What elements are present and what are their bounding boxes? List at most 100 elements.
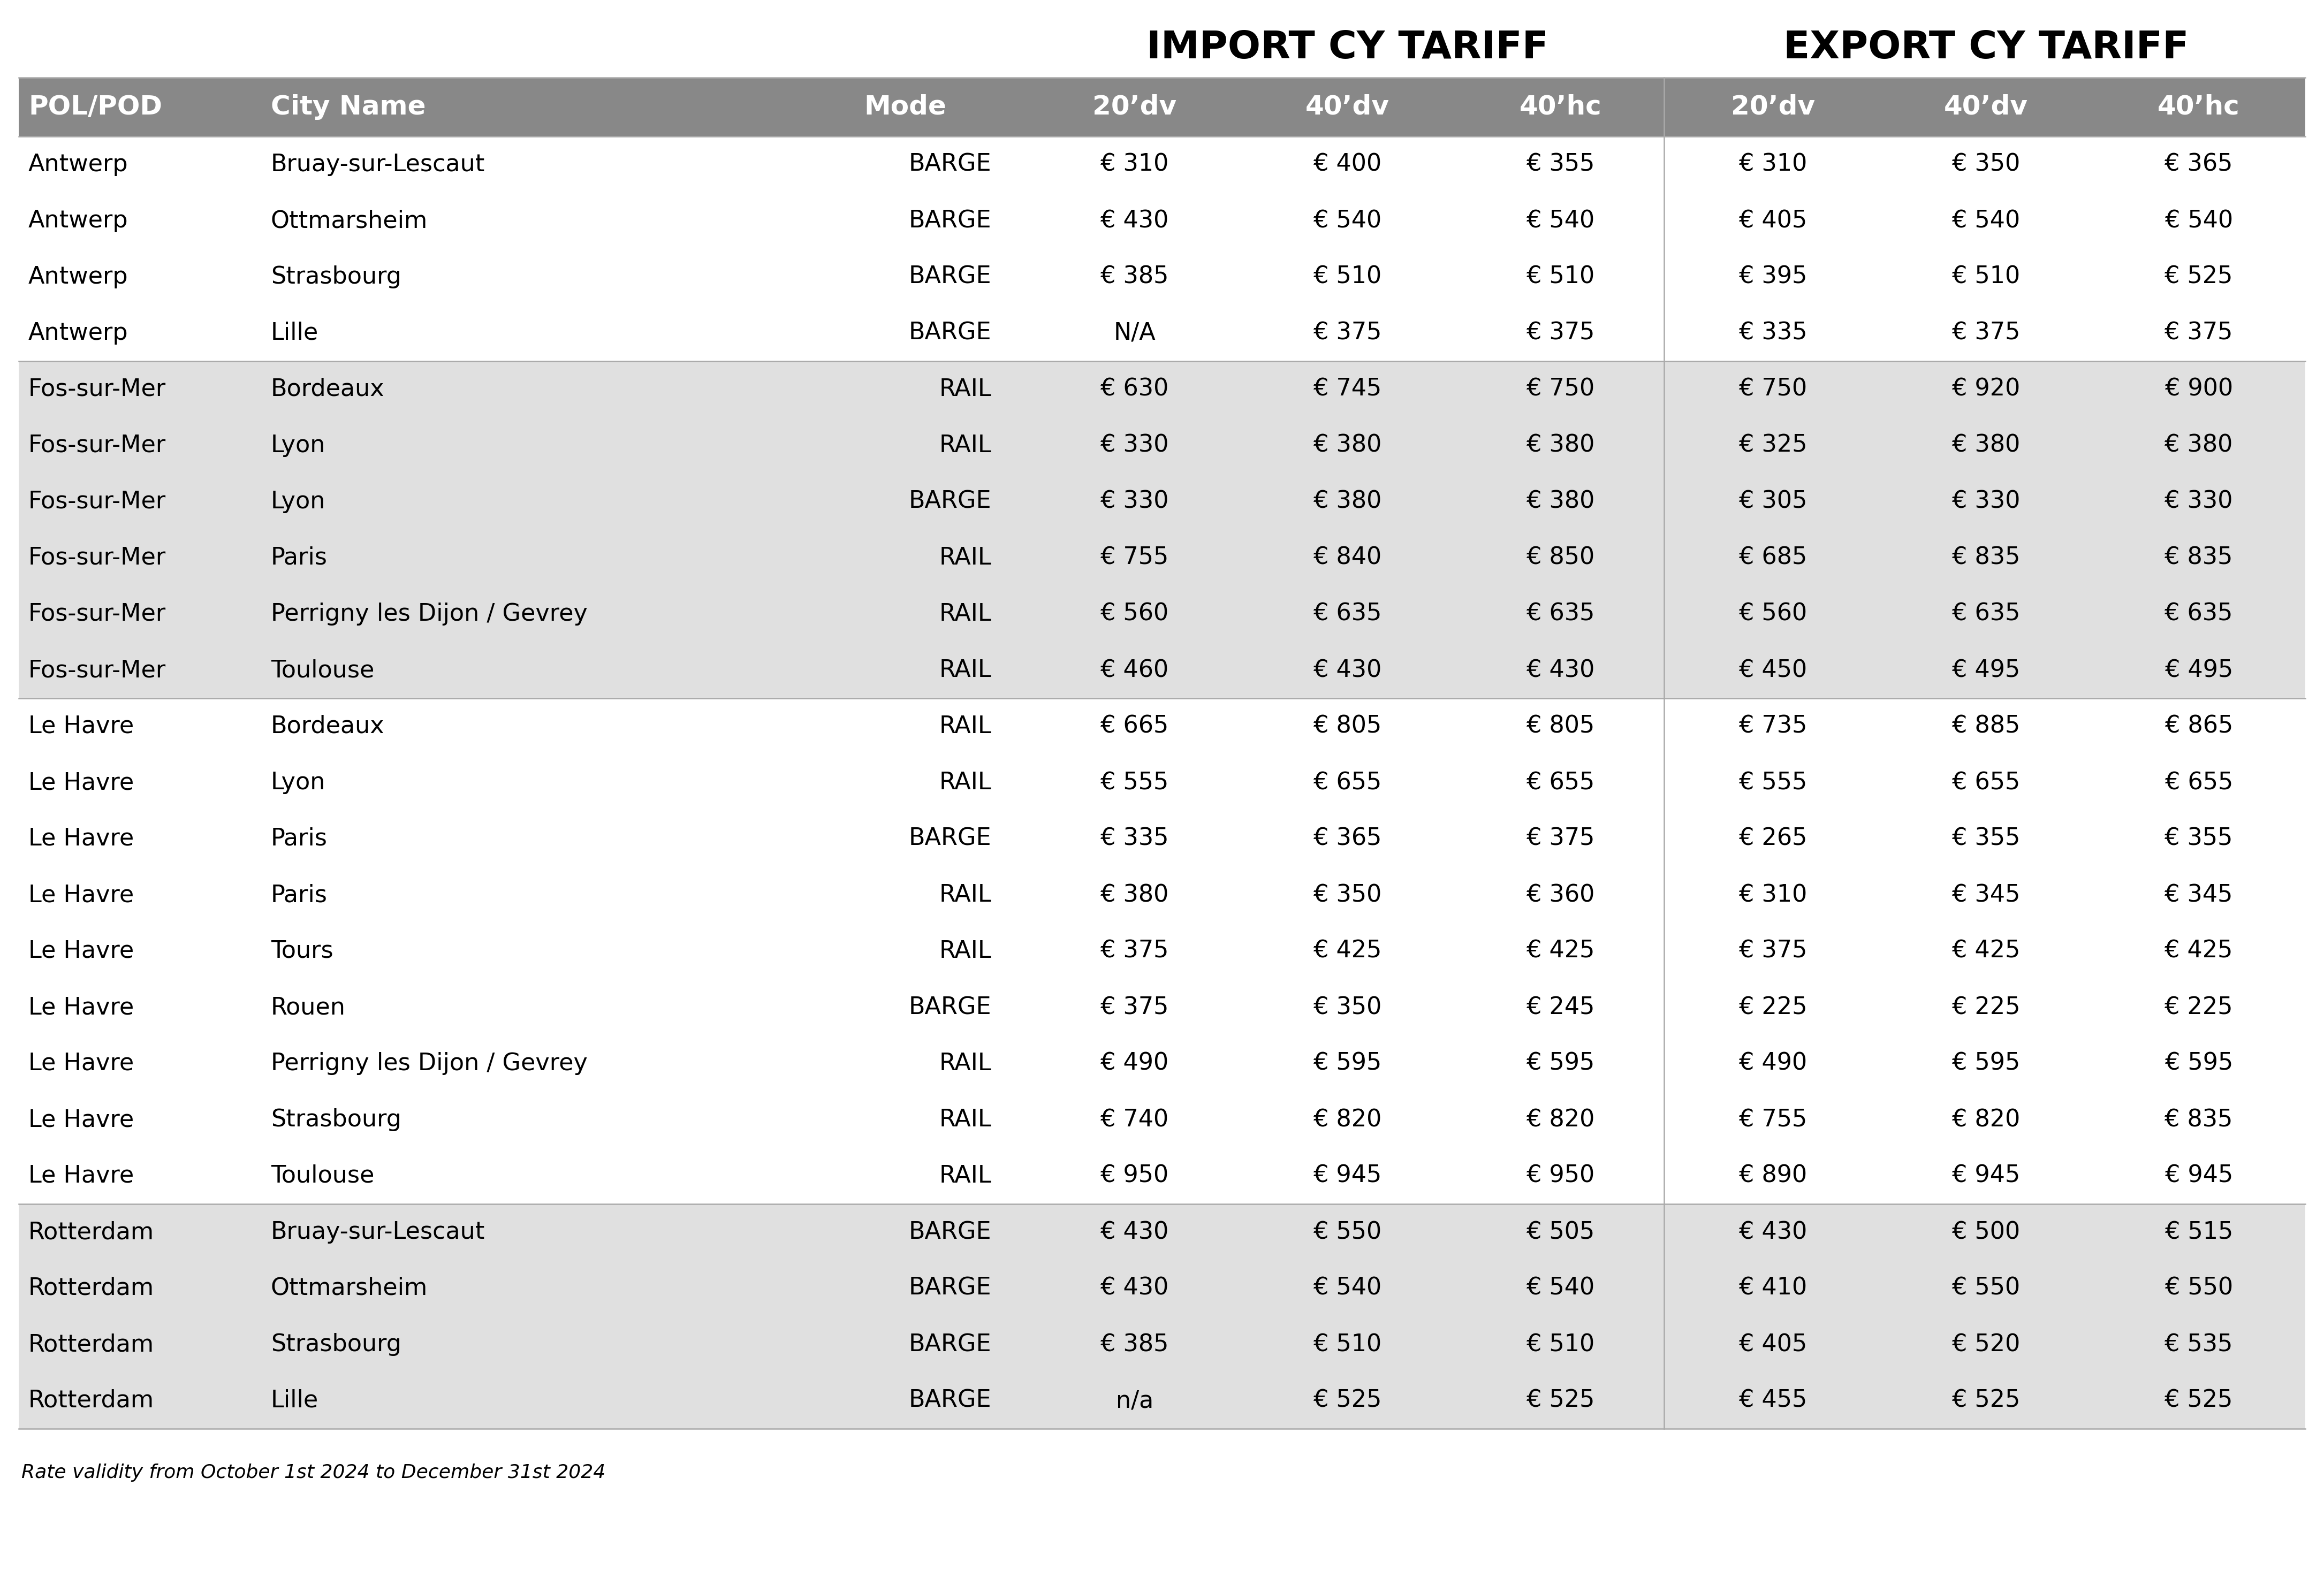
Text: € 350: € 350 — [1313, 884, 1383, 906]
Text: BARGE: BARGE — [909, 209, 992, 232]
Bar — [19, 755, 2305, 810]
Text: € 950: € 950 — [1527, 1165, 1594, 1187]
Text: Strasbourg: Strasbourg — [270, 265, 402, 289]
Text: RAIL: RAIL — [939, 1165, 992, 1187]
Text: Rotterdam: Rotterdam — [28, 1220, 153, 1243]
Text: Le Havre: Le Havre — [28, 714, 135, 738]
Text: € 330: € 330 — [1102, 490, 1169, 513]
Text: € 375: € 375 — [1527, 322, 1594, 344]
Text: € 835: € 835 — [1952, 546, 2020, 570]
Bar — [19, 474, 2305, 529]
Bar — [19, 1148, 2305, 1204]
Text: € 805: € 805 — [1313, 714, 1380, 738]
Text: € 540: € 540 — [1527, 1276, 1594, 1300]
Text: Mode: Mode — [865, 94, 946, 119]
Text: € 425: € 425 — [2164, 940, 2233, 962]
Text: Lyon: Lyon — [270, 490, 325, 513]
Text: BARGE: BARGE — [909, 265, 992, 289]
Text: Le Havre: Le Havre — [28, 771, 135, 794]
Text: € 345: € 345 — [1952, 884, 2020, 906]
Text: Lyon: Lyon — [270, 433, 325, 457]
Text: € 750: € 750 — [1738, 378, 1808, 400]
Text: BARGE: BARGE — [909, 1220, 992, 1243]
Text: € 635: € 635 — [2164, 603, 2233, 625]
Text: BARGE: BARGE — [909, 490, 992, 513]
Text: BARGE: BARGE — [909, 1333, 992, 1356]
Text: € 820: € 820 — [1952, 1108, 2020, 1132]
Text: RAIL: RAIL — [939, 714, 992, 738]
Text: Paris: Paris — [270, 884, 328, 906]
Text: € 840: € 840 — [1313, 546, 1380, 570]
Text: € 375: € 375 — [1102, 995, 1169, 1019]
Text: € 430: € 430 — [1102, 1220, 1169, 1243]
Text: € 885: € 885 — [1952, 714, 2020, 738]
Bar — [19, 1036, 2305, 1091]
Text: Fos-sur-Mer: Fos-sur-Mer — [28, 433, 165, 457]
Text: € 540: € 540 — [1313, 1276, 1380, 1300]
Text: N/A: N/A — [1113, 322, 1155, 344]
Text: € 945: € 945 — [1952, 1165, 2020, 1187]
Text: € 665: € 665 — [1102, 714, 1169, 738]
Text: € 430: € 430 — [1738, 1220, 1808, 1243]
Bar — [19, 137, 2305, 193]
Bar — [19, 867, 2305, 923]
Text: Rate validity from October 1st 2024 to December 31st 2024: Rate validity from October 1st 2024 to D… — [21, 1463, 607, 1482]
Text: € 355: € 355 — [1527, 152, 1594, 176]
Text: € 685: € 685 — [1738, 546, 1808, 570]
Text: € 520: € 520 — [1952, 1333, 2020, 1356]
Text: € 655: € 655 — [2164, 771, 2233, 794]
Bar — [19, 810, 2305, 867]
Text: € 495: € 495 — [2164, 659, 2233, 681]
Text: Antwerp: Antwerp — [28, 209, 128, 232]
Text: BARGE: BARGE — [909, 152, 992, 176]
Text: 40’dv: 40’dv — [1943, 94, 2029, 119]
Bar — [19, 1372, 2305, 1429]
Text: € 245: € 245 — [1527, 995, 1594, 1019]
Text: Lyon: Lyon — [270, 771, 325, 794]
Text: € 410: € 410 — [1738, 1276, 1808, 1300]
Text: IMPORT CY TARIFF: IMPORT CY TARIFF — [1146, 30, 1548, 66]
Text: RAIL: RAIL — [939, 1108, 992, 1132]
Text: € 535: € 535 — [2164, 1333, 2233, 1356]
Text: Antwerp: Antwerp — [28, 152, 128, 176]
Text: € 310: € 310 — [1102, 152, 1169, 176]
Text: € 360: € 360 — [1527, 884, 1594, 906]
Text: € 540: € 540 — [1952, 209, 2020, 232]
Text: € 595: € 595 — [1952, 1052, 2020, 1075]
Text: € 510: € 510 — [1527, 1333, 1594, 1356]
Bar — [19, 699, 2305, 755]
Text: € 635: € 635 — [1527, 603, 1594, 625]
Text: € 510: € 510 — [1313, 265, 1380, 289]
Bar — [19, 305, 2305, 361]
Text: Bruay-sur-Lescaut: Bruay-sur-Lescaut — [270, 152, 486, 176]
Text: Toulouse: Toulouse — [270, 1165, 374, 1187]
Text: € 945: € 945 — [1313, 1165, 1380, 1187]
Text: Antwerp: Antwerp — [28, 265, 128, 289]
Text: € 540: € 540 — [1313, 209, 1380, 232]
Text: Lille: Lille — [270, 322, 318, 344]
Text: € 375: € 375 — [2164, 322, 2233, 344]
Text: € 550: € 550 — [2164, 1276, 2233, 1300]
Text: € 555: € 555 — [1102, 771, 1169, 794]
Text: POL/POD: POL/POD — [28, 94, 163, 119]
Text: Strasbourg: Strasbourg — [270, 1108, 402, 1132]
Text: RAIL: RAIL — [939, 546, 992, 570]
Text: € 850: € 850 — [1527, 546, 1594, 570]
Text: Rouen: Rouen — [270, 995, 346, 1019]
Text: € 375: € 375 — [1102, 940, 1169, 962]
Text: € 525: € 525 — [1527, 1389, 1594, 1411]
Text: Fos-sur-Mer: Fos-sur-Mer — [28, 603, 165, 625]
Text: Rotterdam: Rotterdam — [28, 1276, 153, 1300]
Text: € 355: € 355 — [2164, 827, 2233, 851]
Text: € 655: € 655 — [1313, 771, 1380, 794]
Text: € 745: € 745 — [1313, 378, 1380, 400]
Text: Strasbourg: Strasbourg — [270, 1333, 402, 1356]
Text: Rotterdam: Rotterdam — [28, 1333, 153, 1356]
Text: € 355: € 355 — [1952, 827, 2020, 851]
Text: € 395: € 395 — [1738, 265, 1808, 289]
Text: BARGE: BARGE — [909, 995, 992, 1019]
Text: € 510: € 510 — [1527, 265, 1594, 289]
Text: Le Havre: Le Havre — [28, 1108, 135, 1132]
Text: € 635: € 635 — [1313, 603, 1383, 625]
Text: 20’dv: 20’dv — [1092, 94, 1176, 119]
